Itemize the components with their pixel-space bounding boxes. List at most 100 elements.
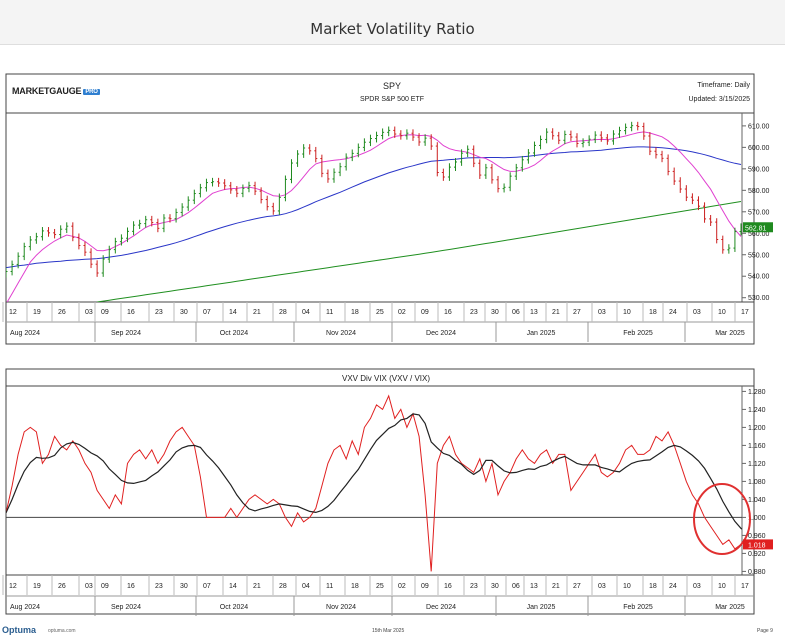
day-label: 06 bbox=[512, 309, 520, 316]
ohlc-bar bbox=[593, 131, 597, 144]
optuma-logo: Optuma bbox=[2, 625, 37, 635]
ratio-plot-area: 1.018 bbox=[6, 394, 773, 572]
ohlc-bar bbox=[289, 159, 293, 184]
day-label: 30 bbox=[491, 583, 499, 590]
ohlc-bar bbox=[10, 260, 14, 276]
page-header: Market Volatility Ratio bbox=[0, 0, 785, 45]
ohlc-bar bbox=[587, 135, 591, 147]
ohlc-bar bbox=[113, 237, 117, 254]
ohlc-bar bbox=[381, 128, 385, 140]
ohlc-bar bbox=[235, 186, 239, 198]
ohlc-bar bbox=[618, 126, 622, 138]
day-label: 23 bbox=[155, 583, 163, 590]
ohlc-bar bbox=[150, 215, 154, 227]
month-label: Feb 2025 bbox=[623, 330, 653, 337]
ohlc-bar bbox=[715, 218, 719, 244]
day-label: 21 bbox=[552, 309, 560, 316]
ohlc-bar bbox=[144, 215, 148, 228]
ohlc-bar bbox=[727, 244, 731, 254]
day-label: 21 bbox=[253, 309, 261, 316]
day-label: 16 bbox=[444, 309, 452, 316]
month-label: Dec 2024 bbox=[426, 330, 456, 337]
day-label: 06 bbox=[512, 583, 520, 590]
day-label: 14 bbox=[229, 309, 237, 316]
ohlc-bar bbox=[672, 167, 676, 185]
ohlc-bar bbox=[40, 227, 44, 241]
y-tick-label: 570.00 bbox=[748, 209, 770, 216]
ratio-value-axis: 1.280 1.240 1.200 1.160 1.120 1.080 1.040 1.000… bbox=[742, 389, 766, 576]
y-tick-label: 1.040 bbox=[748, 497, 766, 504]
day-label: 21 bbox=[253, 583, 261, 590]
y-tick-label: 550.00 bbox=[748, 252, 770, 259]
ohlc-bar bbox=[429, 134, 433, 150]
logo-badge: PRO bbox=[83, 89, 100, 95]
ohlc-bar bbox=[132, 221, 136, 236]
ohlc-bar bbox=[34, 232, 38, 244]
ohlc-bar bbox=[22, 242, 26, 261]
ohlc-bar bbox=[229, 181, 233, 194]
day-label: 23 bbox=[470, 583, 478, 590]
ratio-series-group bbox=[6, 394, 742, 572]
day-label: 26 bbox=[58, 583, 66, 590]
day-label: 04 bbox=[302, 583, 310, 590]
ohlc-bar bbox=[490, 163, 494, 184]
ohlc-bar bbox=[259, 187, 263, 204]
month-label: Dec 2024 bbox=[426, 604, 456, 611]
ohlc-bar bbox=[569, 130, 573, 141]
day-label: 18 bbox=[351, 583, 359, 590]
ohlc-bar bbox=[611, 130, 615, 145]
month-label: Feb 2025 bbox=[623, 604, 653, 611]
ohlc-bar bbox=[575, 133, 579, 148]
day-label: 28 bbox=[279, 309, 287, 316]
y-tick-label: 560.00 bbox=[748, 231, 770, 238]
ohlc-bar bbox=[624, 123, 628, 135]
y-tick-label: 0.960 bbox=[748, 533, 766, 540]
ohlc-bar bbox=[119, 234, 123, 246]
ratio-date-axis: 12 19 26 03 09 16 23 30 07 14 21 28 04 11 18 25 02 09 16 23… bbox=[2, 575, 749, 616]
ohlc-bar bbox=[77, 233, 81, 250]
day-label: 04 bbox=[302, 309, 310, 316]
ohlc-bar bbox=[320, 154, 324, 178]
ohlc-bar bbox=[739, 223, 742, 236]
ohlc-bar bbox=[520, 155, 524, 172]
ohlc-bar bbox=[47, 227, 51, 237]
day-label: 13 bbox=[530, 583, 538, 590]
month-label: Aug 2024 bbox=[10, 604, 40, 611]
ohlc-bar bbox=[526, 149, 530, 164]
month-label: Oct 2024 bbox=[220, 604, 249, 611]
spy-plot-area: 562.81 bbox=[6, 121, 773, 302]
spy-panel-frame bbox=[5, 73, 755, 345]
day-label: 09 bbox=[421, 309, 429, 316]
ohlc-bar bbox=[508, 172, 512, 192]
ohlc-bar bbox=[247, 181, 251, 193]
y-tick-label: 1.120 bbox=[748, 461, 766, 468]
y-tick-label: 590.00 bbox=[748, 166, 770, 173]
day-label: 28 bbox=[279, 583, 287, 590]
month-label: Nov 2024 bbox=[326, 604, 356, 611]
ohlc-bar bbox=[223, 179, 227, 190]
day-label: 18 bbox=[649, 583, 657, 590]
ohlc-bar bbox=[302, 144, 306, 158]
day-label: 03 bbox=[85, 309, 93, 316]
day-label: 24 bbox=[669, 309, 677, 316]
ratio-line bbox=[6, 394, 742, 572]
day-label: 19 bbox=[33, 309, 41, 316]
ohlc-bar bbox=[198, 183, 202, 198]
spy-last-value-label: 562.81 bbox=[745, 225, 767, 232]
ohlc-bar bbox=[630, 121, 634, 132]
spy-series-group bbox=[6, 121, 742, 302]
ohlc-bar bbox=[350, 149, 354, 162]
day-label: 27 bbox=[573, 583, 581, 590]
day-label: 11 bbox=[326, 309, 333, 316]
ratio-title: VXV Div VIX (VXV / VIX) bbox=[342, 374, 430, 383]
page-title: Market Volatility Ratio bbox=[310, 20, 475, 38]
ohlc-bar bbox=[362, 138, 366, 152]
ohlc-bar bbox=[253, 181, 257, 196]
ohlc-bar bbox=[703, 202, 707, 223]
ohlc-bar bbox=[690, 193, 694, 205]
day-label: 18 bbox=[649, 309, 657, 316]
ohlc-bar bbox=[125, 227, 129, 243]
ohlc-bar bbox=[393, 126, 397, 138]
ohlc-bar bbox=[308, 144, 312, 155]
day-label: 07 bbox=[203, 309, 211, 316]
